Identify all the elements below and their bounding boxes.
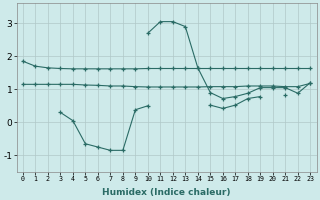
X-axis label: Humidex (Indice chaleur): Humidex (Indice chaleur)	[102, 188, 231, 197]
